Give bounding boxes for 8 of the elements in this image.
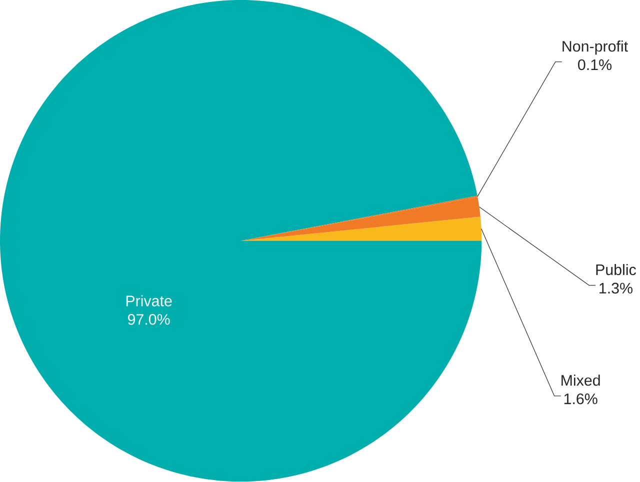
data-label: 1.3% (600, 282, 632, 294)
slice-label: Non-profit (562, 40, 628, 55)
slice-label: Private (126, 295, 172, 307)
slice-label: Mixed (562, 374, 600, 386)
data-label: 1.6% (564, 394, 598, 404)
slice-label: Public (596, 264, 636, 276)
data-label: 97.0% (128, 314, 170, 325)
data-label: 0.1% (578, 60, 612, 70)
